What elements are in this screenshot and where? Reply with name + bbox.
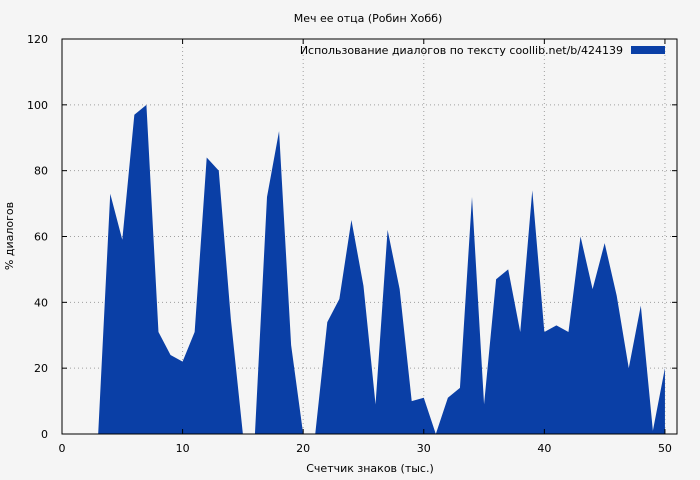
x-axis-label: Счетчик знаков (тыс.): [306, 462, 434, 475]
y-tick-label: 80: [34, 165, 48, 178]
axis-ticks: 0 10 20 30 40 50 0 20 40 60 80 100 120: [27, 33, 677, 455]
x-tick-label: 30: [417, 442, 431, 455]
x-tick-label: 40: [537, 442, 551, 455]
series-area: [74, 104, 665, 434]
legend-swatch: [631, 46, 665, 54]
x-tick-label: 0: [59, 442, 66, 455]
legend-entry-label: Использование диалогов по тексту coollib…: [300, 44, 623, 57]
y-tick-label: 40: [34, 296, 48, 309]
y-tick-label: 120: [27, 33, 48, 46]
x-tick-label: 10: [176, 442, 190, 455]
x-tick-label: 50: [658, 442, 672, 455]
x-tick-label: 20: [296, 442, 310, 455]
y-tick-label: 20: [34, 362, 48, 375]
chart-title: Меч ее отца (Робин Хобб): [294, 12, 443, 25]
y-axis-label: % диалогов: [3, 202, 16, 270]
y-tick-label: 100: [27, 99, 48, 112]
legend: Использование диалогов по тексту coollib…: [300, 44, 665, 57]
y-tick-label: 0: [41, 428, 48, 441]
plot-area: [74, 104, 665, 434]
y-tick-label: 60: [34, 231, 48, 244]
